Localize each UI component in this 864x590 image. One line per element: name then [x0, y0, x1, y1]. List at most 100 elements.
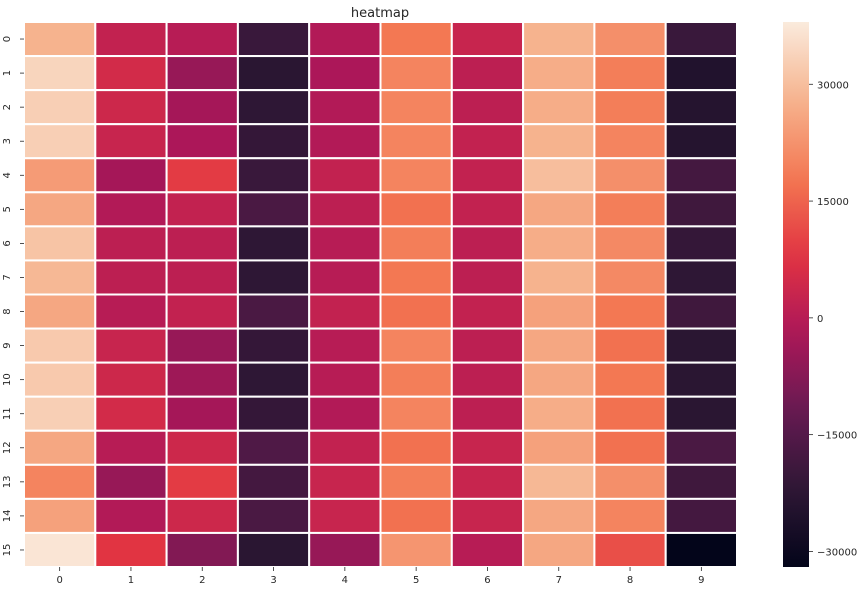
heatmap-cell	[23, 89, 97, 126]
heatmap-cell	[308, 531, 382, 568]
heatmap-cell	[165, 157, 239, 194]
heatmap-cell	[308, 55, 382, 92]
heatmap-cell	[522, 293, 596, 330]
heatmap-cell	[593, 191, 667, 228]
heatmap-cell	[593, 123, 667, 160]
heatmap-cell	[379, 123, 453, 160]
heatmap-cell	[94, 259, 168, 296]
heatmap-cell	[236, 21, 311, 58]
heatmap-cell	[165, 497, 239, 534]
heatmap-cell	[664, 123, 739, 160]
heatmap-cell	[664, 191, 739, 228]
heatmap-cell	[450, 55, 525, 92]
heatmap-cell	[379, 89, 453, 126]
heatmap-cell	[522, 429, 596, 466]
heatmap-cell	[236, 89, 311, 126]
heatmap-cell	[450, 191, 525, 228]
heatmap-cell	[236, 395, 311, 432]
heatmap-cell	[236, 157, 311, 194]
heatmap-cell	[165, 55, 239, 92]
heatmap-cell	[664, 327, 739, 364]
x-tick-label: 7	[556, 575, 562, 586]
heatmap-cell	[664, 293, 739, 330]
heatmap-cell	[664, 395, 739, 432]
y-tick-label: 9	[2, 342, 13, 348]
heatmap-cell	[165, 361, 239, 398]
heatmap-cells	[23, 21, 739, 568]
y-tick-label: 3	[2, 138, 13, 144]
heatmap-cell	[593, 157, 667, 194]
heatmap-cell	[165, 463, 239, 500]
heatmap-cell	[308, 21, 382, 58]
y-tick-label: 4	[2, 172, 13, 178]
heatmap-cell	[308, 225, 382, 262]
heatmap-cell	[308, 259, 382, 296]
heatmap-cell	[379, 361, 453, 398]
heatmap-cell	[94, 327, 168, 364]
heatmap-cell	[664, 55, 739, 92]
heatmap-cell	[450, 429, 525, 466]
x-tick-label: 1	[128, 575, 134, 586]
heatmap-cell	[23, 157, 97, 194]
heatmap-cell	[236, 259, 311, 296]
heatmap-cell	[236, 123, 311, 160]
heatmap-cell	[236, 191, 311, 228]
heatmap-cell	[165, 293, 239, 330]
heatmap-cell	[593, 21, 667, 58]
heatmap-cell	[450, 225, 525, 262]
heatmap-cell	[236, 429, 311, 466]
heatmap-cell	[23, 259, 97, 296]
x-tick-label: 9	[698, 575, 704, 586]
x-tick-label: 2	[199, 575, 205, 586]
colorbar-tick-label: 15000	[817, 197, 849, 208]
heatmap-cell	[308, 429, 382, 466]
heatmap-cell	[94, 429, 168, 466]
heatmap-cell	[593, 89, 667, 126]
heatmap-cell	[94, 191, 168, 228]
heatmap-cell	[379, 293, 453, 330]
heatmap-cell	[593, 429, 667, 466]
heatmap-cell	[236, 293, 311, 330]
heatmap-cell	[522, 531, 596, 568]
x-tick-label: 8	[627, 575, 633, 586]
heatmap-cell	[94, 89, 168, 126]
heatmap-cell	[23, 225, 97, 262]
colorbar-tick-label: 30000	[817, 80, 849, 91]
x-tick-label: 0	[56, 575, 62, 586]
heatmap-cell	[23, 395, 97, 432]
heatmap-cell	[522, 395, 596, 432]
heatmap-cell	[23, 361, 97, 398]
heatmap-cell	[94, 531, 168, 568]
heatmap-cell	[664, 225, 739, 262]
heatmap-cell	[308, 293, 382, 330]
heatmap-cell	[593, 497, 667, 534]
heatmap-cell	[664, 429, 739, 466]
heatmap-cell	[165, 531, 239, 568]
heatmap-cell	[23, 123, 97, 160]
heatmap-cell	[94, 123, 168, 160]
heatmap-cell	[450, 123, 525, 160]
heatmap-cell	[308, 89, 382, 126]
x-axis: 0 1 2 3 4 5 6 7 8 9	[56, 567, 705, 586]
heatmap-cell	[522, 191, 596, 228]
x-tick-label: 5	[413, 575, 419, 586]
heatmap-cell	[450, 497, 525, 534]
heatmap-cell	[664, 157, 739, 194]
heatmap-cell	[23, 21, 97, 58]
heatmap-cell	[379, 395, 453, 432]
heatmap-cell	[165, 191, 239, 228]
heatmap-cell	[308, 123, 382, 160]
heatmap-cell	[23, 55, 97, 92]
x-tick-label: 6	[484, 575, 490, 586]
heatmap-cell	[165, 89, 239, 126]
heatmap-cell	[236, 497, 311, 534]
heatmap-cell	[379, 497, 453, 534]
heatmap-cell	[522, 361, 596, 398]
heatmap-cell	[379, 429, 453, 466]
heatmap-cell	[664, 531, 739, 568]
heatmap-cell	[593, 293, 667, 330]
heatmap-cell	[522, 55, 596, 92]
heatmap-cell	[664, 21, 739, 58]
heatmap-cell	[94, 361, 168, 398]
